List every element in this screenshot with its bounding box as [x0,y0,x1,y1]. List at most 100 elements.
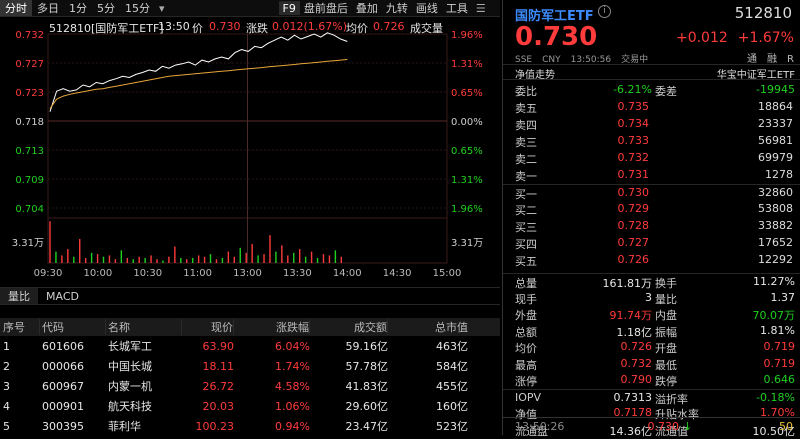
cell-idx: 4 [3,399,10,413]
badge-0[interactable]: 通 [747,54,758,65]
header-0[interactable]: 序号 [0,319,40,335]
stat-row: 总额 1.18亿 振幅 1.81% [503,323,800,339]
cell-price: 100.23 [195,419,235,433]
intraday-chart[interactable]: 512810[国防军工ETF] 13:50 价 0.730 涨跌 0.012(1… [0,18,500,283]
header-1[interactable]: 代码 [40,319,106,335]
tool-4[interactable]: 画线 [415,2,438,15]
x-tick: 10:00 [83,268,112,279]
stat-value: 1.37 [770,290,796,304]
stat-value: 0.732 [620,356,653,370]
volume-axis-label: 3.31万 [12,238,44,249]
change-pct: +1.67% [737,30,794,46]
cell-name: 中国长城 [108,360,152,373]
stat-label: 量比 [655,292,677,306]
header-6[interactable]: 总市值 [435,321,468,334]
stat-value: 161.81万 [602,277,653,290]
tab-2[interactable]: 1分 [69,2,87,15]
header-5[interactable]: 成交额 [310,319,388,335]
header-3[interactable]: 现价 [182,319,234,335]
chart-code-name: 512810[国防军工ETF] [49,22,164,35]
stat-row: 外盘 91.74万 内盘 70.07万 [503,306,800,322]
indicator-tab-0[interactable]: 量比 [0,288,38,304]
stat-value: 0.790 [620,373,653,386]
stat-label: 总额 [515,325,537,339]
info-circle-icon[interactable]: i [598,5,611,18]
cell-price: 26.72 [202,379,235,393]
stat-value: 10.50亿 [752,424,796,438]
sells-row[interactable]: 卖三 0.733 56981 [503,133,800,149]
indicator-tab-1[interactable]: MACD [46,289,79,303]
quote-panel: 国防军工ETF i 512810 0.730 +0.012 +1.67% SSE C… [502,0,800,438]
x-tick: 09:30 [34,268,63,279]
webi-value: -6.21% [613,83,652,96]
badge-1[interactable]: 融 [767,54,778,65]
stat-row: 总量 161.81万 换手 11.27% [503,273,800,290]
cell-cap: 584亿 [436,360,468,373]
cell-amount: 41.83亿 [345,380,389,393]
buys-row[interactable]: 买五 0.726 12292 [503,252,800,268]
stat-value: 0.7178 [613,406,653,419]
tool-1[interactable]: 盘前盘后 [303,2,348,15]
table-row[interactable]: 5 300395 菲利华 100.23 0.94% 23.47亿 523亿 [0,416,500,436]
tick-footer: 13:50:26 0.730 ↓ 50 [503,417,800,435]
stat-label: 振幅 [655,325,677,339]
table-row[interactable]: 4 000901 航天科技 20.03 1.06% 29.60亿 160亿 [0,396,500,416]
index-label[interactable]: 华宝中证军工ETF [716,70,795,81]
sells-row[interactable]: 卖一 0.731 1278 [503,167,800,183]
trade-status: 交易中 [621,55,649,65]
buys-row[interactable]: 买二 0.729 53808 [503,201,800,217]
arrow-down-icon: ↓ [683,420,693,433]
quote-time: 13:50:56 [570,55,612,65]
stat-row: 现手 3 量比 1.37 [503,290,800,306]
cell-code: 600967 [42,379,84,393]
change-abs: +0.012 [675,30,728,46]
tab-3[interactable]: 5分 [97,2,115,15]
chevron-down-icon[interactable]: ▾ [159,1,165,15]
book-volume: 53808 [758,202,793,215]
table-row[interactable]: 2 000066 中国长城 18.11 1.74% 57.78亿 584亿 [0,356,500,376]
book-volume: 33882 [758,219,793,232]
sells-row[interactable]: 卖四 0.734 23337 [503,116,800,132]
header-2[interactable]: 名称 [106,319,182,335]
constituent-table: 序号 代码 名称 现价 涨跌幅 成交额 总市值 1 601606 长城军工 63.90 6.04% 59… [0,318,500,436]
stat-label: 流通盘 [515,424,548,438]
tab-0[interactable]: 分时 [0,0,32,16]
fund-name[interactable]: 国防军工ETF [515,9,594,24]
book-price: 0.735 [617,100,650,113]
stat-label: 均价 [515,342,537,355]
sells-row[interactable]: 卖二 0.732 69979 [503,150,800,166]
webi-row: 委比 -6.21% 委差 -19945 [503,82,800,98]
header-4[interactable]: 涨跌幅 [234,319,310,335]
tab-4[interactable]: 15分 [125,2,150,15]
x-tick: 14:30 [383,268,412,279]
book-price: 0.729 [617,202,650,215]
cell-idx: 2 [3,359,10,373]
cell-pct: 4.58% [275,379,310,393]
stat-label: 现手 [515,292,537,306]
buys-row[interactable]: 买四 0.727 17652 [503,235,800,251]
cell-cap: 455亿 [436,380,468,393]
buys-row[interactable]: 买一 0.730 32860 [503,184,800,201]
tool-0[interactable]: F9 [278,1,300,15]
book-volume: 1278 [765,168,793,181]
sells-row[interactable]: 卖五 0.735 18864 [503,99,800,115]
nav-trend-bar[interactable]: 净值走势 华宝中证军工ETF [503,64,800,81]
book-label: 卖一 [515,170,537,183]
price-change: +0.012 +1.67% [666,30,794,46]
currency: CNY [542,55,561,65]
stat-label: 涨停 [515,375,537,388]
tool-5[interactable]: 工具 [445,2,468,15]
nav-trend-label[interactable]: 净值走势 [515,70,555,81]
stat-label: 最高 [515,358,537,372]
stat-label: 外盘 [515,309,537,322]
table-row[interactable]: 1 601606 长城军工 63.90 6.04% 59.16亿 463亿 [0,336,500,356]
tab-1[interactable]: 多日 [37,2,59,15]
tool-3[interactable]: 九转 [385,2,408,15]
x-tick: 15:00 [433,268,462,279]
sliders-icon[interactable]: ☰ [475,1,486,15]
table-row[interactable]: 3 600967 内蒙一机 26.72 4.58% 41.83亿 455亿 [0,376,500,396]
tool-2[interactable]: 叠加 [355,2,378,15]
badge-2[interactable]: R [787,54,794,65]
buys-row[interactable]: 买三 0.728 33882 [503,218,800,234]
